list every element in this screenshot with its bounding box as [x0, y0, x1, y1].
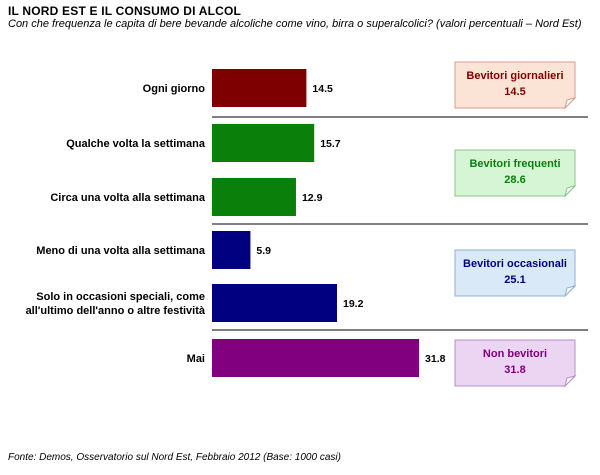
group-box-4 — [454, 339, 576, 387]
category-label-1: Ogni giorno — [143, 83, 206, 95]
bar-5 — [212, 284, 337, 322]
category-label-3: Circa una volta alla settimana — [50, 192, 206, 204]
group-box-3 — [454, 249, 576, 297]
group-box-fold-4 — [564, 375, 577, 388]
value-label-3: 12.9 — [302, 192, 323, 204]
category-label-5-line-1: Solo in occasioni speciali, come — [36, 291, 205, 303]
bar-6 — [212, 339, 420, 377]
value-label-6: 31.8 — [425, 353, 446, 365]
group-value-1: 14.5 — [504, 86, 525, 98]
group-box-1 — [454, 61, 576, 109]
bar-4 — [212, 231, 251, 269]
bar-1 — [212, 69, 307, 107]
group-name-2: Bevitori frequenti — [469, 158, 560, 170]
bar-2 — [212, 124, 315, 162]
group-value-3: 25.1 — [504, 274, 525, 286]
category-label-5-line-2: all'ultimo dell'anno o altre festività — [26, 305, 206, 317]
group-name-4: Non bevitori — [483, 348, 547, 360]
group-box-fold-2 — [564, 185, 577, 198]
chart-title: IL NORD EST E IL CONSUMO DI ALCOL — [8, 4, 242, 18]
group-name-3: Bevitori occasionali — [463, 258, 567, 270]
group-value-2: 28.6 — [504, 174, 525, 186]
bar-3 — [212, 178, 296, 216]
group-box-fold-1 — [564, 97, 577, 110]
category-label-6: Mai — [187, 353, 205, 365]
chart-subtitle: Con che frequenza le capita di bere beva… — [8, 18, 582, 30]
source-note: Fonte: Demos, Osservatorio sul Nord Est,… — [8, 452, 341, 463]
group-name-1: Bevitori giornalieri — [466, 70, 563, 82]
value-label-2: 15.7 — [320, 138, 341, 150]
value-label-1: 14.5 — [312, 83, 333, 95]
group-box-fold-3 — [564, 285, 577, 298]
category-label-2: Qualche volta la settimana — [66, 138, 206, 150]
value-label-4: 5.9 — [256, 245, 271, 257]
value-label-5: 19.2 — [343, 298, 364, 310]
category-label-4: Meno di una volta alla settimana — [36, 245, 206, 257]
group-box-2 — [454, 149, 576, 197]
group-value-4: 31.8 — [504, 364, 525, 376]
